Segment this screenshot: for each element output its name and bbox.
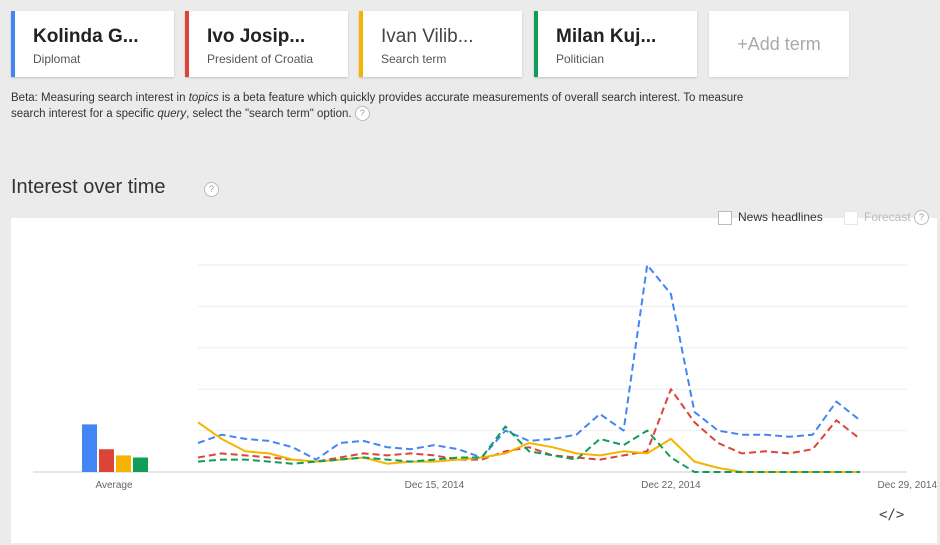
term-card-3[interactable]: Ivan Vilib... Search term xyxy=(359,11,522,77)
term-2-color-bar xyxy=(185,11,189,77)
average-bar-1 xyxy=(82,424,97,472)
news-headlines-label: News headlines xyxy=(738,210,823,224)
series-line-1 xyxy=(197,264,861,461)
beta-note-query: query xyxy=(157,108,187,120)
term-1-type: Diplomat xyxy=(33,52,81,66)
forecast-label: Forecast xyxy=(864,210,911,224)
beta-note-text-2: is a beta feature which quickly provides… xyxy=(11,92,744,120)
average-bar-3 xyxy=(116,455,131,472)
section-title: Interest over time xyxy=(11,176,166,198)
term-2-name: Ivo Josip... xyxy=(207,26,306,47)
term-1-name: Kolinda G... xyxy=(33,26,139,47)
term-4-name: Milan Kuj... xyxy=(556,26,657,47)
average-label: Average xyxy=(95,480,133,491)
term-3-name: Ivan Vilib... xyxy=(381,26,474,47)
beta-help-icon[interactable]: ? xyxy=(354,106,370,122)
term-4-color-bar xyxy=(534,11,538,77)
term-card-4[interactable]: Milan Kuj... Politician xyxy=(534,11,697,77)
forecast-checkbox xyxy=(844,210,858,225)
term-1-color-bar xyxy=(11,11,15,77)
x-tick-label-1: Dec 15, 2014 xyxy=(405,480,465,491)
term-card-2[interactable]: Ivo Josip... President of Croatia xyxy=(185,11,348,77)
x-tick-label-2: Dec 22, 2014 xyxy=(641,480,701,491)
beta-note-text-1: Beta: Measuring search interest in xyxy=(11,92,189,104)
x-tick-label-3: Dec 29, 2014 xyxy=(878,480,938,491)
term-3-type: Search term xyxy=(381,52,447,66)
news-headlines-checkbox[interactable] xyxy=(718,210,732,225)
forecast-option: Forecast ? xyxy=(844,210,930,226)
add-term-button[interactable]: +Add term xyxy=(709,11,849,77)
term-card-1[interactable]: Kolinda G... Diplomat xyxy=(11,11,174,77)
embed-code-icon[interactable]: </> xyxy=(879,507,905,523)
average-bar-4 xyxy=(133,457,148,472)
beta-note: Beta: Measuring search interest in topic… xyxy=(11,90,771,122)
beta-note-text-3: , select the "search term" option. xyxy=(186,108,352,120)
beta-note-topics: topics xyxy=(188,92,219,104)
term-2-type: President of Croatia xyxy=(207,52,314,66)
series-line-4 xyxy=(197,425,860,473)
forecast-help-icon[interactable]: ? xyxy=(914,210,930,226)
chart-panel xyxy=(11,218,937,543)
term-3-color-bar xyxy=(359,11,363,77)
interest-help-icon[interactable]: ? xyxy=(204,182,219,197)
term-4-type: Politician xyxy=(556,52,605,66)
average-bar-2 xyxy=(99,449,114,472)
news-headlines-option[interactable]: News headlines xyxy=(718,210,823,225)
